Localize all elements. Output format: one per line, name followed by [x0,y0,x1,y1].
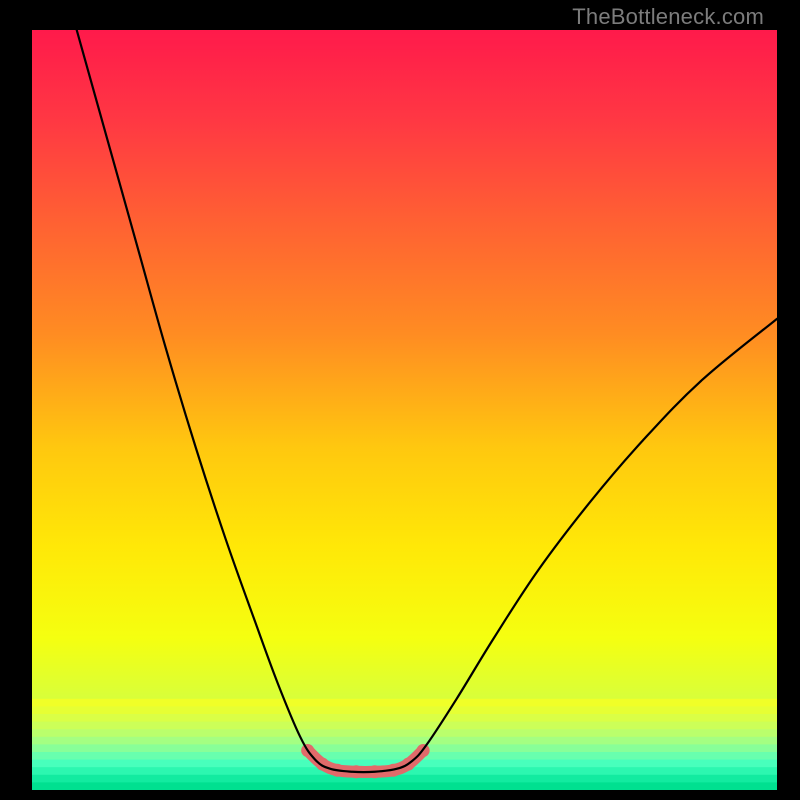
gradient-background [32,30,777,790]
watermark-label: TheBottleneck.com [572,4,764,30]
chart-stage: TheBottleneck.com [0,0,800,800]
bottom-bands [32,699,777,790]
bottleneck-chart [32,30,777,790]
